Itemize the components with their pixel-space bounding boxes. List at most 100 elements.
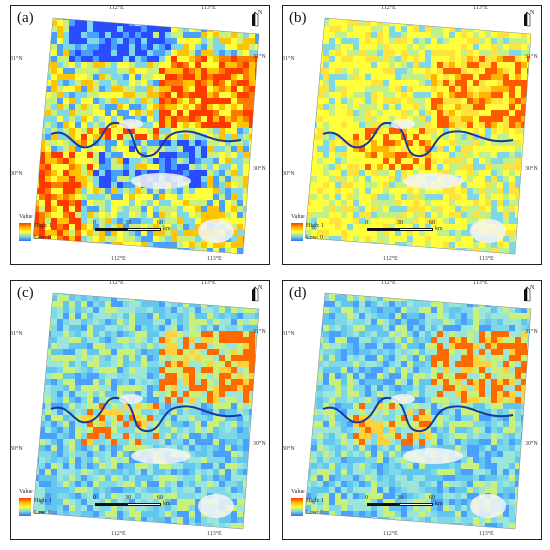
latitude-tick: 31°N bbox=[10, 331, 23, 337]
scale-label: 60 bbox=[429, 495, 435, 501]
river-line bbox=[322, 121, 514, 158]
scale-label: 30 bbox=[125, 495, 131, 501]
latitude-tick: 31°N bbox=[525, 54, 538, 60]
scale-segment bbox=[367, 503, 399, 506]
latitude-tick: 30°N bbox=[525, 441, 538, 447]
longitude-tick: 112°E bbox=[111, 256, 126, 262]
longitude-tick: 113°E bbox=[479, 531, 494, 537]
longitude-tick: 113°E bbox=[201, 280, 216, 286]
north-arrow-icon: N bbox=[521, 10, 534, 27]
scale-label: 30 bbox=[397, 495, 403, 501]
longitude-tick: 113°E bbox=[479, 256, 494, 262]
legend-title: Value bbox=[19, 214, 33, 220]
scale-bar: 0 30 60 km bbox=[93, 220, 205, 236]
raster-map bbox=[304, 292, 532, 530]
river-line bbox=[50, 396, 242, 433]
lake-patch bbox=[198, 219, 234, 243]
scene-outline bbox=[304, 17, 532, 255]
lake-patch bbox=[403, 173, 463, 189]
lake-patch bbox=[119, 394, 143, 404]
longitude-tick: 112°E bbox=[381, 5, 396, 11]
river-line bbox=[322, 396, 514, 433]
longitude-tick: 112°E bbox=[109, 5, 124, 11]
latitude-tick: 31°N bbox=[525, 329, 538, 335]
map-panel-d: (d) 112°E 113°E 112°E 113°E 31°N 30°N 31°N 30°N N… bbox=[282, 280, 542, 540]
scale-bar: 0 30 60 km bbox=[365, 495, 477, 511]
scale-label: 60 bbox=[157, 495, 163, 501]
lake-patch bbox=[131, 448, 191, 464]
longitude-tick: 113°E bbox=[207, 531, 222, 537]
scale-segment bbox=[127, 228, 161, 231]
lake-patch bbox=[198, 494, 234, 518]
raster-cells bbox=[33, 293, 259, 529]
legend-low: Low: 0 bbox=[34, 510, 52, 516]
lake-patch bbox=[391, 394, 415, 404]
latitude-tick: 31°N bbox=[282, 56, 295, 62]
legend-high: High: 1 bbox=[306, 223, 325, 229]
longitude-tick: 112°E bbox=[383, 256, 398, 262]
scale-unit: km bbox=[435, 501, 443, 507]
scale-unit: km bbox=[163, 501, 171, 507]
longitude-tick: 113°E bbox=[207, 256, 222, 262]
latitude-tick: 31°N bbox=[253, 329, 266, 335]
longitude-tick: 112°E bbox=[109, 280, 124, 286]
scale-segment bbox=[399, 228, 433, 231]
scene-outline bbox=[304, 292, 532, 530]
panel-label: (d) bbox=[289, 285, 307, 301]
scene-outline bbox=[32, 292, 260, 530]
lake-patch bbox=[470, 494, 506, 518]
latitude-tick: 31°N bbox=[282, 331, 295, 337]
panel-label: (b) bbox=[289, 10, 307, 26]
legend-title: Value bbox=[19, 489, 33, 495]
scale-bar: 0 30 60 km bbox=[93, 495, 205, 511]
legend-gradient bbox=[291, 498, 303, 516]
legend-gradient bbox=[19, 498, 31, 516]
legend-gradient bbox=[291, 223, 303, 241]
lake-patch bbox=[470, 219, 506, 243]
scene-outline bbox=[32, 17, 260, 255]
map-panel-c: (c) 112°E 113°E 112°E 113°E 31°N 30°N 31°N 30°N N… bbox=[10, 280, 270, 540]
map-panel-b: (b) 112°E 113°E 112°E 113°E 31°N 30°N 31°N 30°N N… bbox=[282, 5, 542, 265]
scale-label: 0 bbox=[93, 220, 96, 226]
latitude-tick: 31°N bbox=[10, 56, 23, 62]
map-panel-a: (a) 112°E 113°E 112°E 113°E 31°N 30°N 31°N 30°N N… bbox=[10, 5, 270, 265]
lake-patch bbox=[119, 119, 143, 129]
lake-patch bbox=[131, 173, 191, 189]
longitude-tick: 113°E bbox=[473, 5, 488, 11]
latitude-tick: 30°N bbox=[282, 171, 295, 177]
north-arrow-icon: N bbox=[249, 285, 263, 302]
scale-segment bbox=[367, 228, 399, 231]
scale-segment bbox=[95, 503, 127, 506]
longitude-tick: 112°E bbox=[383, 531, 398, 537]
latitude-tick: 30°N bbox=[253, 166, 266, 172]
north-arrow-icon: N bbox=[521, 285, 535, 302]
legend-title: Value bbox=[291, 489, 305, 495]
scale-label: 0 bbox=[93, 495, 96, 501]
panel-label: (a) bbox=[17, 10, 34, 26]
north-label: N bbox=[258, 10, 263, 16]
north-arrow-icon: N bbox=[249, 10, 263, 27]
legend-high: High: 1 bbox=[34, 498, 53, 504]
scale-segment bbox=[95, 228, 127, 231]
scale-segment bbox=[127, 503, 161, 506]
scale-label: 0 bbox=[365, 220, 368, 226]
scale-unit: km bbox=[163, 226, 171, 232]
latitude-tick: 30°N bbox=[253, 441, 266, 447]
legend-title: Value bbox=[291, 214, 305, 220]
longitude-tick: 112°E bbox=[111, 531, 126, 537]
raster-map bbox=[32, 17, 260, 255]
scale-label: 30 bbox=[397, 220, 403, 226]
scale-label: 60 bbox=[429, 220, 435, 226]
raster-map bbox=[304, 17, 532, 255]
latitude-tick: 30°N bbox=[282, 446, 295, 452]
scale-label: 30 bbox=[125, 220, 131, 226]
longitude-tick: 113°E bbox=[201, 5, 216, 11]
scale-label: 0 bbox=[365, 495, 368, 501]
latitude-tick: 30°N bbox=[10, 171, 23, 177]
latitude-tick: 31°N bbox=[253, 54, 266, 60]
north-label: N bbox=[258, 285, 263, 291]
north-label: N bbox=[530, 285, 535, 291]
lake-patch bbox=[403, 448, 463, 464]
scale-segment bbox=[399, 503, 433, 506]
scale-unit: km bbox=[435, 226, 443, 232]
